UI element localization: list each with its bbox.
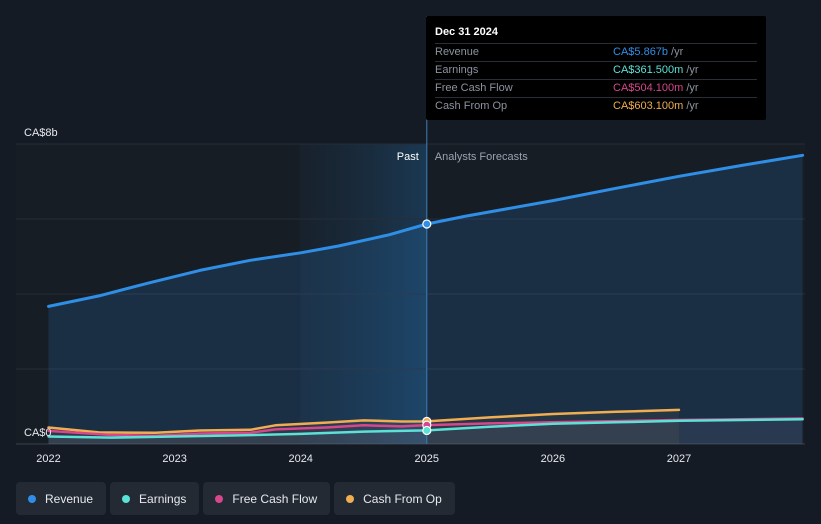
- financials-chart: CA$8b CA$0 Past Analysts Forecasts 2022 2…: [16, 16, 805, 465]
- tooltip-row-revenue: Revenue CA$5.867b /yr: [435, 43, 757, 61]
- hover-markers: [422, 219, 432, 436]
- forecast-label: Analysts Forecasts: [435, 151, 528, 163]
- x-tick-label-2023: 2023: [162, 453, 186, 465]
- legend-dot-icon: [215, 494, 224, 503]
- tooltip-unit: /yr: [686, 82, 699, 94]
- tooltip-unit: /yr: [686, 64, 699, 76]
- x-axis-ticks: 2022 2023 2024 2025 2026 2027: [36, 453, 691, 465]
- legend-dot-icon: [346, 494, 355, 503]
- tooltip-row-cash-from-op: Cash From Op CA$603.100m /yr: [435, 97, 757, 115]
- revenue-area: [48, 155, 803, 445]
- tooltip-label: Cash From Op: [435, 100, 508, 112]
- tooltip-row-earnings: Earnings CA$361.500m /yr: [435, 61, 757, 79]
- tooltip-label: Revenue: [435, 46, 480, 58]
- legend-label: Earnings: [139, 491, 187, 506]
- tooltip-label: Earnings: [435, 64, 479, 76]
- cash-from-op-line: [47, 408, 681, 435]
- hover-tooltip: Dec 31 2024 Revenue CA$5.867b /yr Earnin…: [426, 16, 766, 120]
- chart-legend: Revenue Earnings Free Cash Flow Cash Fro…: [16, 482, 455, 515]
- legend-item-revenue[interactable]: Revenue: [16, 482, 107, 515]
- past-label: Past: [397, 151, 419, 163]
- tooltip-date: Dec 31 2024: [435, 26, 498, 38]
- legend-label: Cash From Op: [363, 491, 442, 506]
- revenue-line: [47, 153, 805, 308]
- x-tick-label-2026: 2026: [541, 453, 565, 465]
- legend-dot-icon: [122, 494, 131, 503]
- tooltip-value: CA$361.500m: [613, 64, 684, 76]
- legend-item-earnings[interactable]: Earnings: [110, 482, 200, 515]
- tooltip-label: Free Cash Flow: [435, 82, 513, 94]
- x-tick-label-2022: 2022: [36, 453, 60, 465]
- legend-dot-icon: [28, 494, 36, 503]
- legend-label: Revenue: [45, 491, 94, 506]
- earnings-marker: [422, 425, 432, 436]
- y-axis-max-label: CA$8b: [24, 127, 58, 139]
- revenue-marker: [422, 219, 432, 229]
- x-tick-label-2025: 2025: [415, 453, 439, 465]
- tooltip-unit: /yr: [686, 100, 699, 112]
- x-tick-label-2024: 2024: [288, 453, 312, 465]
- tooltip-value: CA$603.100m: [613, 100, 684, 112]
- y-axis-min-label: CA$0: [24, 427, 52, 439]
- x-tick-label-2027: 2027: [667, 453, 691, 465]
- legend-label: Free Cash Flow: [232, 491, 318, 506]
- legend-item-cash-from-op[interactable]: Cash From Op: [334, 482, 455, 515]
- chart-area: CA$8b CA$0 Past Analysts Forecasts 2022 2…: [16, 16, 805, 465]
- gridlines: [16, 143, 805, 445]
- tooltip-value: CA$504.100m: [613, 82, 684, 94]
- legend-item-free-cash-flow[interactable]: Free Cash Flow: [203, 482, 331, 515]
- tooltip-row-free-cash-flow: Free Cash Flow CA$504.100m /yr: [435, 79, 757, 97]
- tooltip-unit: /yr: [671, 46, 684, 58]
- tooltip-value: CA$5.867b: [613, 46, 669, 58]
